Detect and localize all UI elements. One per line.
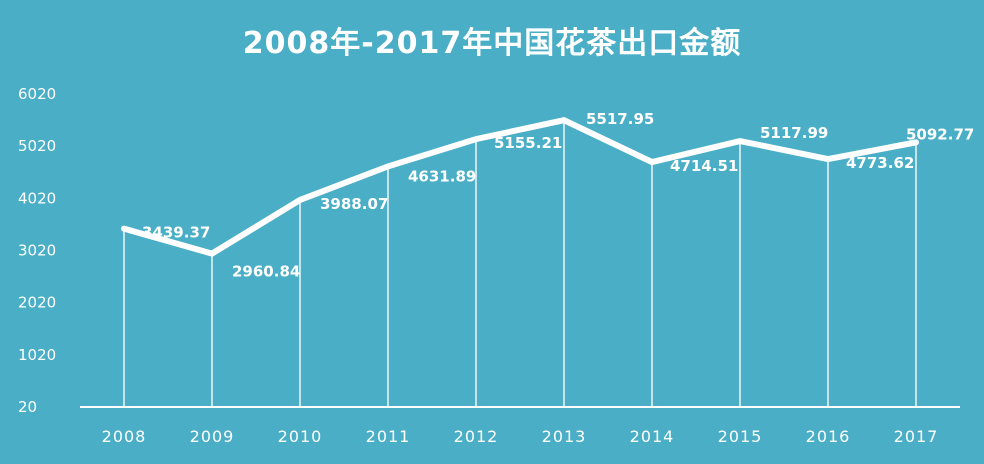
y-tick-label: 2020 <box>18 294 56 312</box>
data-labels: 3439.37 2960.84 3988.07 4631.89 5155.21 5517.… <box>142 110 974 280</box>
x-tick-label: 2017 <box>894 427 939 446</box>
x-tick-label: 2014 <box>630 427 675 446</box>
x-axis-ticks: 2008 2009 2010 2011 2012 2013 2014 2015 2016 2017 <box>102 427 939 446</box>
x-tick-label: 2009 <box>190 427 235 446</box>
data-label: 3439.37 <box>142 224 210 242</box>
data-label: 2960.84 <box>232 263 300 281</box>
data-label: 5517.95 <box>586 110 654 128</box>
y-tick-label: 4020 <box>18 189 56 207</box>
y-tick-label: 6020 <box>18 85 56 103</box>
data-label: 4631.89 <box>408 167 476 185</box>
x-tick-label: 2015 <box>718 427 763 446</box>
data-label: 5117.99 <box>760 124 828 142</box>
y-axis-ticks: 20 1020 2020 3020 4020 5020 6020 <box>18 85 56 416</box>
x-tick-label: 2011 <box>366 427 411 446</box>
data-label: 4714.51 <box>670 157 738 175</box>
data-label: 4773.62 <box>846 154 914 172</box>
series-line <box>121 117 919 257</box>
y-tick-label: 3020 <box>18 242 56 260</box>
data-label: 5155.21 <box>494 134 562 152</box>
data-label: 3988.07 <box>320 195 388 213</box>
y-tick-label: 20 <box>18 398 37 416</box>
x-tick-label: 2010 <box>278 427 323 446</box>
chart-title: 2008年-2017年中国花茶出口金额 <box>242 26 742 61</box>
x-tick-label: 2016 <box>806 427 851 446</box>
y-tick-label: 5020 <box>18 137 56 155</box>
x-tick-label: 2012 <box>454 427 499 446</box>
drop-lines <box>123 120 917 407</box>
x-tick-label: 2008 <box>102 427 147 446</box>
y-tick-label: 1020 <box>18 346 56 364</box>
data-label: 5092.77 <box>906 125 974 143</box>
x-tick-label: 2013 <box>542 427 587 446</box>
